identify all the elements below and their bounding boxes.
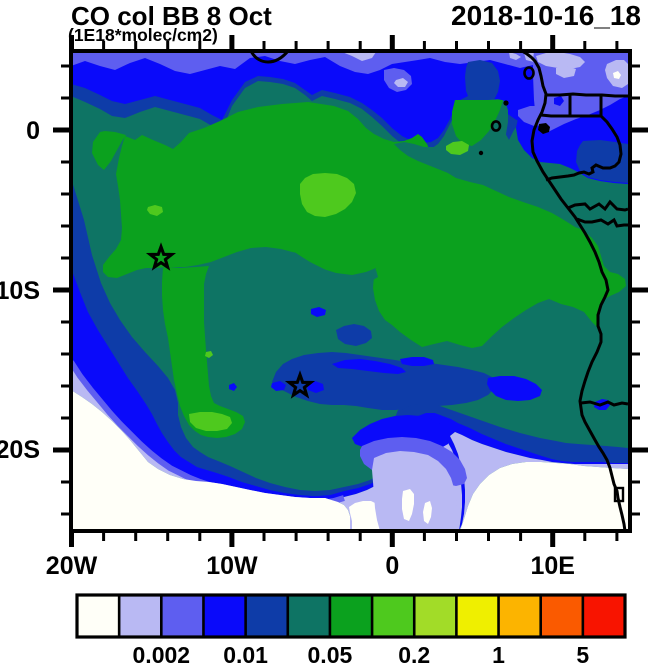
svg-text:(1E18*molec/cm2): (1E18*molec/cm2) [68, 25, 218, 45]
svg-text:1: 1 [492, 642, 505, 667]
svg-text:10W: 10W [206, 552, 258, 580]
svg-text:20S: 20S [0, 436, 40, 464]
svg-text:0.05: 0.05 [308, 642, 353, 667]
svg-text:0.002: 0.002 [133, 642, 191, 667]
svg-text:2018-10-16_18: 2018-10-16_18 [451, 0, 641, 31]
svg-text:CO col BB 8 Oct: CO col BB 8 Oct [71, 1, 272, 31]
svg-text:10E: 10E [530, 552, 574, 580]
svg-text:10S: 10S [0, 277, 40, 305]
svg-text:0: 0 [26, 117, 40, 145]
svg-text:5: 5 [576, 642, 589, 667]
svg-text:20W: 20W [46, 552, 98, 580]
svg-text:0.2: 0.2 [398, 642, 430, 667]
svg-text:0: 0 [385, 552, 399, 580]
svg-text:0.01: 0.01 [223, 642, 268, 667]
